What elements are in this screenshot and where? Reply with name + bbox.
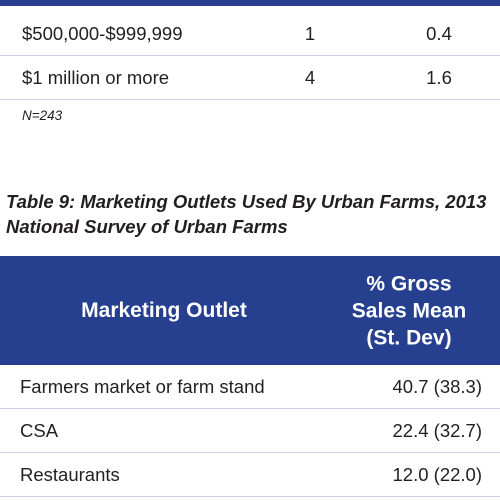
count-cell: 1 [304, 22, 316, 44]
gross-sales-header-line-1: % Gross [366, 272, 452, 295]
top-table-header-strip [0, 0, 500, 6]
marketing-outlet-header: Marketing Outlet [81, 298, 247, 322]
gross-sales-header-line-3: (St. Dev) [366, 326, 452, 349]
caption-line-1: Table 9: Marketing Outlets Used By Urban… [6, 191, 487, 212]
sales-mean-cell: 40.7 (38.3) [392, 375, 482, 397]
gross-sales-header: % Gross Sales Mean (St. Dev) [329, 270, 489, 351]
table-row: CSA 22.4 (32.7) [0, 409, 500, 453]
percent-cell: 0.4 [426, 22, 452, 44]
outlet-cell: CSA [20, 419, 59, 441]
table-row: Restaurants 12.0 (22.0) [0, 453, 500, 497]
sales-mean-cell: 12.0 (22.0) [392, 463, 482, 485]
table-row: $1 million or more 4 1.6 [0, 56, 500, 100]
count-cell: 4 [304, 66, 316, 88]
table-caption: Table 9: Marketing Outlets Used By Urban… [6, 189, 496, 239]
range-cell: $500,000-$999,999 [22, 22, 183, 44]
percent-cell: 1.6 [426, 66, 452, 88]
sales-mean-cell: 22.4 (32.7) [392, 419, 482, 441]
table-row: Farmers market or farm stand 40.7 (38.3) [0, 365, 500, 409]
outlet-cell: Restaurants [20, 463, 120, 485]
sample-size-note: N=243 [22, 108, 63, 123]
caption-line-2: National Survey of Urban Farms [6, 216, 288, 237]
gross-sales-header-line-2: Sales Mean [351, 299, 467, 322]
outlet-cell: Farmers market or farm stand [20, 375, 265, 397]
range-cell: $1 million or more [22, 66, 170, 88]
table-row: $500,000-$999,999 1 0.4 [0, 12, 500, 56]
table-header: Marketing Outlet % Gross Sales Mean (St.… [0, 256, 500, 365]
